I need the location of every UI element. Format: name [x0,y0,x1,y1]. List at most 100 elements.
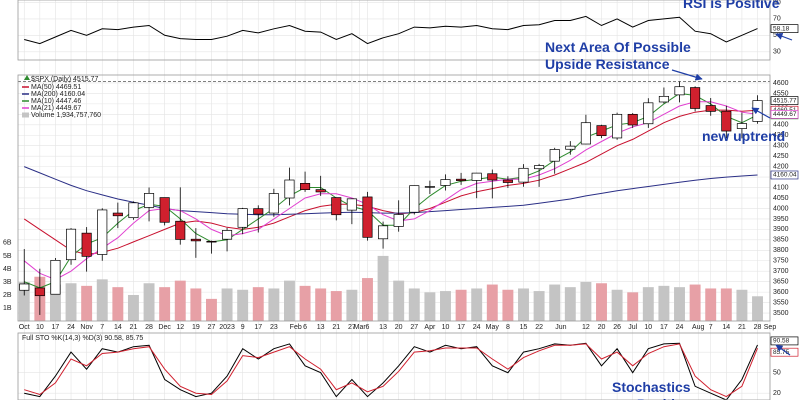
x-tick-label: 13 [379,324,387,331]
candle-body [424,186,435,188]
x-tick-label: 9 [241,324,245,331]
y-tick-label: 3900 [773,226,789,233]
x-tick-label: 14 [114,324,122,331]
candle-body [565,145,576,150]
volume-bar [49,284,61,321]
candle-body [518,167,529,183]
x-tick-label: 8 [506,324,510,331]
x-tick-label: 10 [442,324,450,331]
candle-body [643,102,654,125]
legend-name: Volume [31,112,54,119]
candle-body [300,183,311,190]
candle-body [237,208,248,228]
x-tick-label: Oct [19,324,30,331]
candle-body [596,125,607,137]
x-tick-label: 28 [754,324,762,331]
candle-body [284,179,295,199]
indicator-line [24,342,758,400]
x-tick-label: 2023 [219,324,235,331]
volume-bar [642,287,654,321]
annotation: Upside Resistance [545,56,670,72]
y2-tick-label: 4B [3,266,12,273]
x-tick-label: Feb [290,324,302,331]
candle-body [97,209,108,255]
candle-body [627,113,638,126]
y-tick-label: 4250 [773,153,789,160]
arrow [775,32,793,41]
volume-bar [346,289,358,321]
volume-bar [377,255,389,321]
y-tick-label: 3550 [773,299,789,306]
candle-body [736,123,747,129]
legend-entry: MA(21) 4449.67 [31,105,81,112]
value-box [770,347,799,357]
volume-bar [315,288,327,321]
y-tick-label: 4600 [773,80,789,87]
value-box-label: 4515.77 [773,97,797,104]
value-box [770,336,799,346]
candle-body [487,173,498,181]
legend-name: MA(50) [31,84,54,91]
volume-bar [112,287,124,321]
candle-body [144,193,155,208]
x-tick-label: 24 [676,324,684,331]
x-tick-label: 24 [67,324,75,331]
y-tick-label: 4050 [773,195,789,202]
y-tick-label: 4300 [773,143,789,150]
x-tick-label: Dec [158,324,171,331]
y-tick-label: 50 [773,369,781,376]
candle-body [378,225,389,240]
legend-value: 4449.67 [56,105,81,112]
annotation: new uptrend [702,128,785,144]
volume-bar [408,288,420,321]
candle-body [81,232,92,257]
candle-body [674,86,685,96]
x-tick-label: Apr [424,324,436,331]
y-tick-label: 4400 [773,122,789,129]
candle-body [690,87,701,109]
volume-bar [658,285,670,321]
value-box [770,170,799,180]
y-tick-label: 3600 [773,289,789,296]
y2-tick-label: 5B [3,253,12,260]
x-tick-label: 20 [598,324,606,331]
up-triangle [24,75,30,80]
y-tick-label: 4100 [773,184,789,191]
y-tick-label: 30 [773,49,781,56]
value-box-label: 85.75 [773,349,790,356]
candle-body [34,287,45,297]
annotation: are Positive [612,396,691,400]
y2-tick-label: 3B [3,279,12,286]
candle-body [534,165,545,170]
candle-body [19,283,30,291]
volume-bar [533,291,545,321]
value-box-label: 4449.67 [773,111,797,118]
y-tick-label: 20 [773,390,781,397]
x-tick-label: 17 [457,324,465,331]
candle-body [612,113,623,139]
x-tick-label: 7 [709,324,713,331]
volume-bar [18,281,30,321]
y2-tick-label: 6B [3,240,12,247]
volume-bar [81,285,93,321]
legend-value: 4447.46 [56,98,81,105]
y-tick-label: 3700 [773,268,789,275]
legend-entry: MA(200) 4160.04 [31,91,85,98]
volume-bar [362,278,373,321]
candle-body [471,172,482,181]
candle-body [66,228,77,261]
value-box [770,96,799,105]
legend-entry: MA(10) 4447.46 [31,98,81,105]
volume-bar [518,288,529,321]
x-tick-label: 26 [613,324,621,331]
volume-bar [221,288,233,321]
arrow [751,107,771,119]
volume-bar [549,284,561,321]
x-tick-label: Aug [692,324,705,331]
y-tick-label: 4350 [773,132,789,139]
volume-bar [96,279,108,321]
candle-body [580,122,591,145]
candle-body [268,193,279,214]
value-box [770,24,799,33]
candle-body [456,178,467,181]
